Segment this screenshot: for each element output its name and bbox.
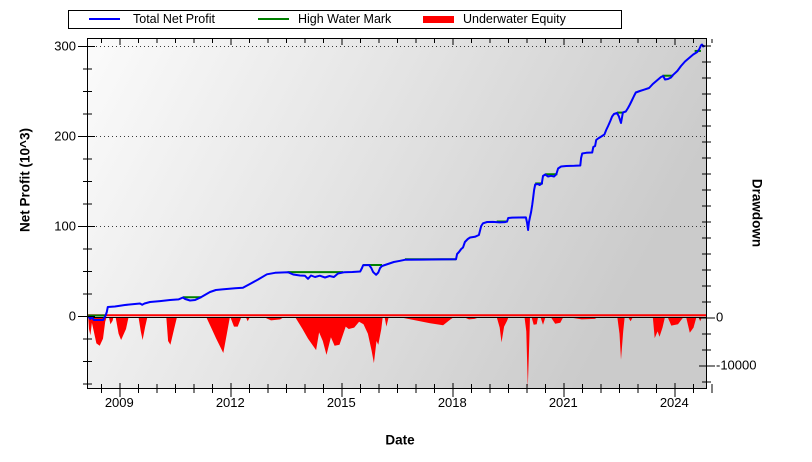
legend-label-underwater-equity: Underwater Equity [463,12,566,26]
x-tick-label-2012: 2012 [216,395,245,410]
underwater-area [206,317,230,353]
underwater-area [524,317,530,388]
underwater-area [384,317,389,327]
underwater-area [686,317,697,333]
underwater-area [667,317,684,326]
y-left-tick-label-0: 0 [69,309,76,324]
underwater-area [531,317,539,325]
underwater-area [166,317,177,345]
x-tick-label-2021: 2021 [549,395,578,410]
underwater-area [295,317,383,364]
underwater-area [88,317,107,346]
x-axis-title-date: Date [385,432,415,448]
underwater-area [628,317,633,322]
underwater-area [540,317,546,325]
legend-label-high-water-mark: High Water Mark [298,12,392,26]
legend: Total Net Profit High Water Mark Underwa… [68,10,622,29]
y-right-tick-label-0: 0 [716,310,723,325]
y-right-tick-label--10000: -10000 [716,358,756,373]
underwater-area [617,317,625,360]
underwater-area [652,317,665,339]
legend-line-high-water-mark [258,18,289,20]
underwater-area [138,317,148,340]
y-left-tick-label-300: 300 [54,39,76,54]
x-tick-label-2009: 2009 [105,395,134,410]
legend-label-total-net-profit: Total Net Profit [133,12,215,26]
x-tick-label-2015: 2015 [327,395,356,410]
equity-curve [87,43,705,321]
underwater-area [496,317,509,343]
x-tick-label-2024: 2024 [660,395,689,410]
underwater-area [245,317,250,322]
underwater-area [108,317,114,325]
legend-swatch-underwater-equity [423,16,454,23]
y-axis-title-net-profit: Net Profit (10^3) [17,128,33,232]
legend-line-total-net-profit [89,18,120,20]
y-axis-title-drawdown: Drawdown [749,178,765,248]
x-tick-label-2018: 2018 [438,395,467,410]
underwater-area [230,317,242,327]
y-left-tick-label-200: 200 [54,129,76,144]
plot-area[interactable] [88,39,706,388]
underwater-area [115,317,129,340]
underwater-area [398,317,455,326]
underwater-area [550,317,564,324]
y-left-tick-label-100: 100 [54,219,76,234]
